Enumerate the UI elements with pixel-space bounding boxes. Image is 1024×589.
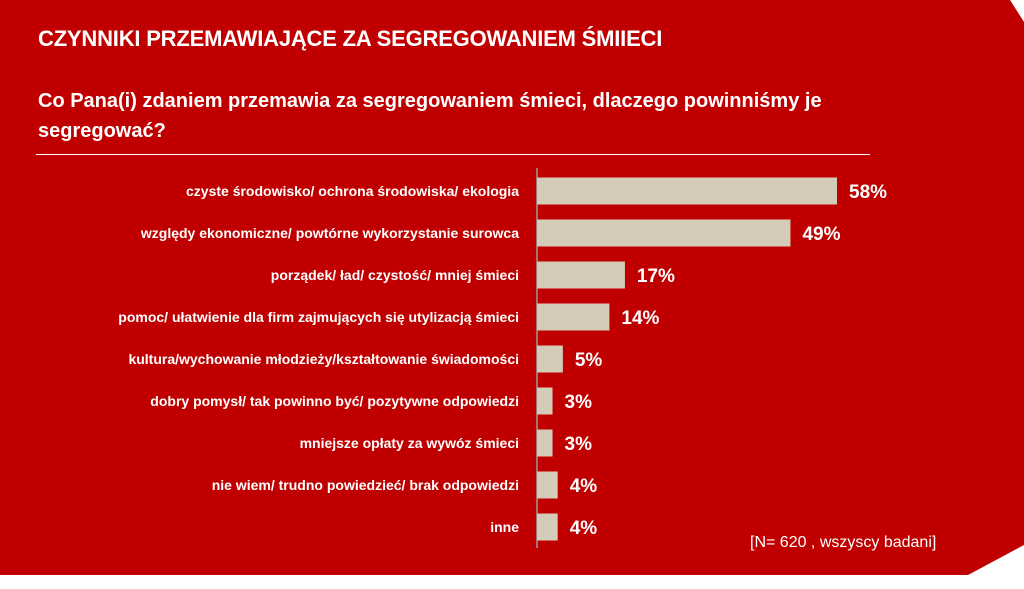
data-label: 4% — [570, 518, 598, 539]
bar — [537, 261, 625, 289]
category-label: dobry pomysł/ tak powinno być/ pozytywne… — [150, 393, 519, 409]
data-label: 3% — [565, 434, 593, 455]
data-label: 5% — [575, 350, 603, 371]
category-label: mniejsze opłaty za wywóz śmieci — [300, 435, 519, 451]
category-label: względy ekonomiczne/ powtórne wykorzysta… — [140, 225, 519, 241]
bar — [537, 303, 610, 331]
data-label: 14% — [621, 308, 659, 329]
category-label: czyste środowisko/ ochrona środowiska/ e… — [186, 183, 519, 199]
data-label: 58% — [849, 182, 887, 203]
bar — [537, 471, 558, 499]
category-label: nie wiem/ trudno powiedzieć/ brak odpowi… — [212, 477, 519, 493]
data-label: 3% — [565, 392, 593, 413]
data-label: 49% — [802, 224, 840, 245]
title-divider — [36, 154, 870, 155]
bar — [537, 219, 791, 247]
bar — [537, 177, 837, 205]
category-label: kultura/wychowanie młodzieży/kształtowan… — [128, 351, 519, 367]
bar — [537, 513, 558, 541]
red-background-shape — [0, 0, 1024, 575]
category-label: inne — [490, 519, 519, 535]
chart-question: Co Pana(i) zdaniem przemawia za segregow… — [38, 90, 822, 142]
bar — [537, 387, 553, 415]
data-label: 4% — [570, 476, 598, 497]
bar — [537, 345, 563, 373]
data-label: 17% — [637, 266, 675, 287]
bar — [537, 429, 553, 457]
category-label: pomoc/ ułatwienie dla firm zajmujących s… — [118, 309, 519, 325]
category-label: porządek/ ład/ czystość/ mniej śmieci — [271, 267, 519, 283]
chart-title: CZYNNIKI PRZEMAWIAJĄCE ZA SEGREGOWANIEM … — [38, 26, 663, 51]
sample-note: [N= 620 , wszyscy badani] — [750, 534, 937, 551]
